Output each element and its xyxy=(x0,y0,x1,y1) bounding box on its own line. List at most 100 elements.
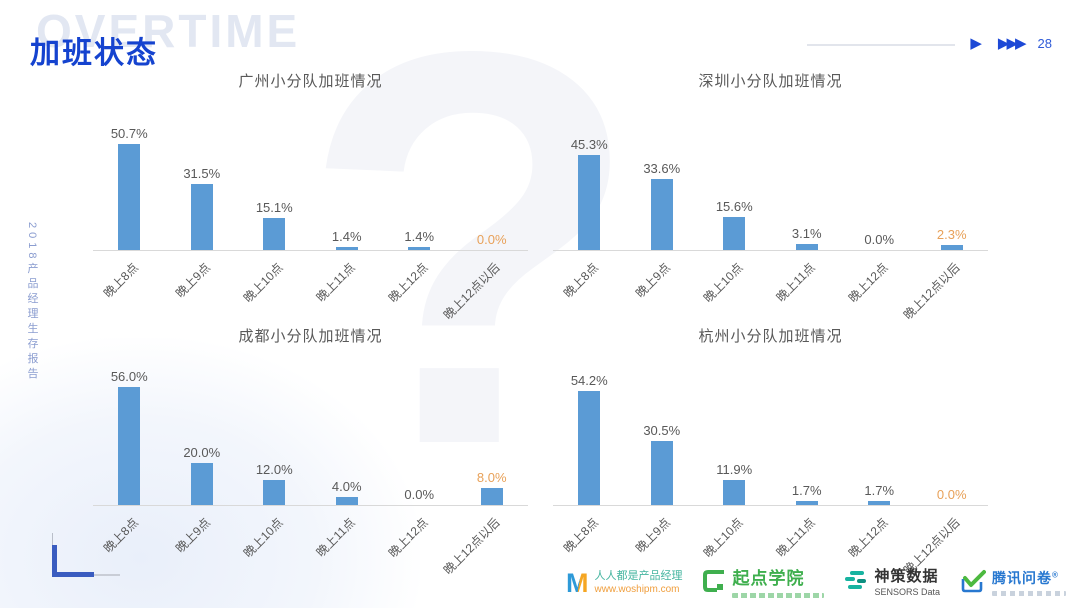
bar-value-label: 1.4% xyxy=(404,229,435,245)
bar-value-label: 4.0% xyxy=(331,478,362,494)
chart-plot-area: 50.7% 31.5% 15.1% 1.4% 1.4% 0.0% xyxy=(93,95,528,251)
x-axis-label: 晚上10点 xyxy=(700,515,746,561)
bar xyxy=(723,480,746,505)
bar-slot: 15.1% xyxy=(238,95,311,250)
x-axis-slot: 晚上10点 xyxy=(698,251,771,329)
qidian-bracket-icon xyxy=(702,569,726,598)
x-axis-label: 晚上10点 xyxy=(240,515,286,561)
bar-slot: 0.0% xyxy=(456,95,529,250)
x-axis-label: 晚上8点 xyxy=(560,515,601,556)
chart-x-axis: 晚上8点 晚上9点 晚上10点 晚上11点 晚上12点 晚上12点以后 xyxy=(93,506,528,584)
bar xyxy=(578,154,601,250)
bar-slot: 30.5% xyxy=(626,350,699,505)
bar-value-label: 20.0% xyxy=(183,445,221,460)
bar xyxy=(190,463,213,505)
bar-value-label: 8.0% xyxy=(476,470,507,486)
page-title: 加班状态 xyxy=(30,37,158,70)
bar xyxy=(650,179,673,250)
x-axis-slot: 晚上9点 xyxy=(166,251,239,329)
chart-plot-area: 45.3% 33.6% 15.6% 3.1% 0.0% 2.3% xyxy=(553,95,988,251)
x-axis-label: 晚上11点 xyxy=(773,515,819,560)
bar xyxy=(650,440,673,505)
x-axis-slot: 晚上12点以后 xyxy=(901,251,989,329)
x-axis-slot: 晚上10点 xyxy=(238,506,311,584)
x-axis-slot: 晚上11点 xyxy=(311,251,384,329)
bar xyxy=(795,243,818,250)
bar-slot: 8.0% xyxy=(456,350,529,505)
bar xyxy=(868,501,891,505)
sensors-name: 神策数据 xyxy=(874,568,939,585)
bar xyxy=(578,391,601,505)
bar-value-label: 31.5% xyxy=(183,165,221,181)
bar-value-label: 56.0% xyxy=(110,369,148,385)
chart-title: 杭州小分队加班情况 xyxy=(698,328,843,345)
bar xyxy=(480,488,503,505)
chart-guangzhou: 广州小分队加班情况 50.7% 31.5% 15.1% 1.4% 1.4% 0.0% 晚上… xyxy=(93,70,528,329)
bar-slot: 4.0% xyxy=(311,350,384,505)
bar xyxy=(190,183,213,250)
logo-qidian-academy: 起点学院 xyxy=(702,568,825,598)
bar-slot: 3.1% xyxy=(771,95,844,250)
header-nav: ▶ ▶▶▶ 28 xyxy=(970,34,1052,52)
bar xyxy=(335,247,358,250)
x-axis-label: 晚上12点 xyxy=(845,260,891,306)
chart-chengdu: 成都小分队加班情况 56.0% 20.0% 12.0% 4.0% 0.0% 8.0% 晚上… xyxy=(93,325,528,584)
bar-value-label: 0.0% xyxy=(864,232,895,247)
x-axis-label: 晚上9点 xyxy=(172,260,214,301)
tencent-name: 腾讯问卷® xyxy=(992,570,1059,587)
bar-slot: 15.6% xyxy=(698,95,771,250)
logo-tencent-survey: 腾讯问卷® xyxy=(960,569,1066,598)
x-axis-label: 晚上12点 xyxy=(385,515,431,561)
bar-value-label: 54.2% xyxy=(570,373,608,389)
bar-value-label: 30.5% xyxy=(643,422,681,438)
bar-slot: 50.7% xyxy=(93,95,166,250)
chart-title: 广州小分队加班情况 xyxy=(238,73,383,90)
bar xyxy=(118,143,141,250)
forward-arrow-icon: ▶ xyxy=(970,35,982,52)
fast-forward-arrows-icon: ▶▶▶ xyxy=(997,35,1027,52)
chart-shenzhen: 深圳小分队加班情况 45.3% 33.6% 15.6% 3.1% 0.0% 2.3% 晚上… xyxy=(553,70,988,329)
x-axis-slot: 晚上12点 xyxy=(383,251,456,329)
bar-slot: 31.5% xyxy=(166,95,239,250)
chart-title: 成都小分队加班情况 xyxy=(238,328,383,345)
bar-value-label: 3.1% xyxy=(791,225,822,241)
sensors-s-icon xyxy=(844,569,868,598)
bar xyxy=(118,387,141,505)
report-side-text: 2018产品经理生存报告 xyxy=(26,222,38,383)
x-axis-slot: 晚上11点 xyxy=(311,506,384,584)
bar-value-label: 2.3% xyxy=(936,227,967,243)
bar-value-label: 45.3% xyxy=(570,136,608,152)
header-divider-line xyxy=(807,44,955,46)
bar-value-label: 12.0% xyxy=(255,461,293,477)
x-axis-slot: 晚上9点 xyxy=(166,506,239,584)
chart-plot-area: 54.2% 30.5% 11.9% 1.7% 1.7% 0.0% xyxy=(553,350,988,506)
bar-value-label: 1.7% xyxy=(864,483,895,499)
bar xyxy=(723,217,746,250)
bar xyxy=(940,245,963,250)
chart-x-axis: 晚上8点 晚上9点 晚上10点 晚上11点 晚上12点 晚上12点以后 xyxy=(93,251,528,329)
corner-l-mark xyxy=(52,533,122,581)
woshipm-m-icon: M xyxy=(565,567,589,598)
bar xyxy=(263,218,286,250)
bar-value-label: 33.6% xyxy=(643,161,681,177)
logo-sensors-data: 神策数据 SENSORS Data xyxy=(844,568,940,598)
bar-slot: 2.3% xyxy=(916,95,989,250)
x-axis-label: 晚上11点 xyxy=(313,515,359,560)
bar-value-label: 15.1% xyxy=(255,200,293,216)
page-number: 28 xyxy=(1037,35,1052,51)
x-axis-slot: 晚上8点 xyxy=(553,251,626,329)
bar-slot: 20.0% xyxy=(166,350,239,505)
x-axis-label: 晚上9点 xyxy=(632,515,674,556)
bar-slot: 0.0% xyxy=(383,350,456,505)
bar-slot: 1.4% xyxy=(311,95,384,250)
bar-slot: 0.0% xyxy=(916,350,989,505)
x-axis-label: 晚上8点 xyxy=(560,260,601,301)
x-axis-slot: 晚上8点 xyxy=(93,251,166,329)
chart-plot-area: 56.0% 20.0% 12.0% 4.0% 0.0% 8.0% xyxy=(93,350,528,506)
bar-slot: 11.9% xyxy=(698,350,771,505)
x-axis-label: 晚上9点 xyxy=(632,260,674,301)
woshipm-url: www.woshipm.com xyxy=(594,583,680,595)
x-axis-label: 晚上11点 xyxy=(773,260,819,305)
bar-slot: 45.3% xyxy=(553,95,626,250)
